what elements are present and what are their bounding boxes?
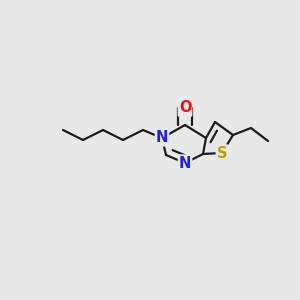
Text: N: N [156, 130, 168, 146]
Text: N: N [179, 155, 191, 170]
Text: S: S [217, 146, 227, 160]
Text: O: O [179, 100, 191, 116]
